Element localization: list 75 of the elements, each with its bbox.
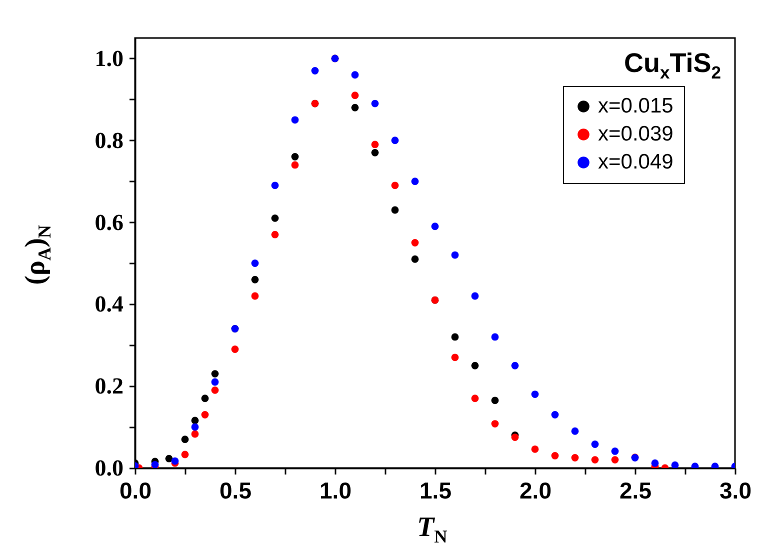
y-tick-label: 0.8 [94,128,124,153]
x-axis-title: T$_{N}$ [417,512,448,547]
x-tick-label: 2.0 [520,478,552,504]
x-tick-label: 3.0 [720,478,752,504]
point [371,140,379,148]
x-tick-label: 0.5 [220,478,252,504]
point [611,456,619,464]
point [471,394,479,402]
point [411,255,419,263]
point [251,260,259,267]
point [411,239,419,246]
point [191,423,199,431]
point [165,454,173,462]
text: Cu$_{x}$TiS$_{2}$ [624,48,721,82]
point [291,116,299,124]
x-tick-label: 2.5 [620,478,652,504]
point [431,222,439,230]
x-tick-label: 1.5 [420,478,452,504]
point [451,354,459,362]
point [491,396,499,404]
point [181,436,189,444]
point [271,182,279,190]
legend-label: x=0.039 [598,122,674,146]
y-tick-label: 0.0 [94,456,124,480]
point [411,178,419,186]
point [451,333,459,341]
point [451,251,459,259]
point [371,100,379,108]
point [571,427,579,435]
point [571,454,579,462]
point [351,71,359,79]
point [211,386,219,394]
point [351,104,359,112]
point [511,362,519,370]
legend-label: x=0.049 [598,150,674,174]
y-tick-label: 0.2 [94,374,124,399]
point [181,450,189,458]
point [491,420,499,428]
point [251,276,259,284]
point [651,459,659,467]
point [191,416,199,424]
point [201,394,209,402]
point [611,448,619,455]
point [201,411,209,418]
point [471,292,479,300]
point [271,230,279,238]
point [211,370,219,378]
point [291,161,299,169]
point [351,92,359,100]
point [211,378,219,386]
point [251,292,259,300]
y-tick-label: 1.0 [94,46,124,71]
point [531,390,539,398]
point [391,136,399,144]
y-tick-label: 0.4 [94,292,124,317]
x-tick-label: 1.0 [320,478,352,504]
point [271,214,279,222]
point [371,148,379,156]
y-tick-label: 0.6 [94,210,124,235]
point [391,206,399,214]
point [591,456,599,464]
point [231,346,239,353]
x-tick-label: 0.0 [120,478,152,504]
point [531,445,539,453]
point [491,333,499,341]
point [391,182,399,190]
point [291,153,299,160]
point [191,430,199,438]
point [471,362,479,370]
point [311,67,319,74]
point [551,452,559,460]
legend-label: x=0.015 [598,94,674,118]
point [591,440,599,448]
point [671,461,679,468]
point [551,411,559,418]
